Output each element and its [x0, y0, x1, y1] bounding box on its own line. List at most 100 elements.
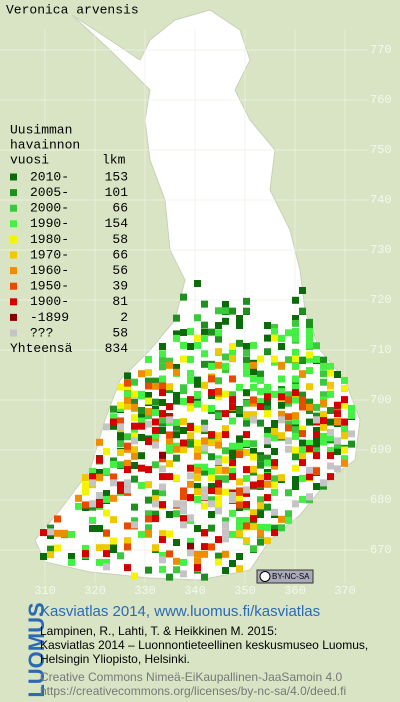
observation-square: [187, 432, 194, 440]
observation-square: [341, 401, 348, 409]
observation-square: [180, 515, 187, 523]
observation-square: [243, 411, 250, 419]
observation-square: [306, 327, 313, 335]
observation-square: [243, 466, 250, 474]
observation-square: [264, 399, 271, 406]
observation-square: [306, 383, 313, 391]
observation-square: [229, 307, 236, 315]
observation-square: [124, 543, 131, 551]
observation-square: [194, 390, 201, 398]
observation-square: [257, 388, 264, 396]
observation-square: [215, 536, 222, 544]
observation-square: [264, 494, 271, 502]
citation-line: Helsingin Yliopisto, Helsinki.: [40, 652, 190, 666]
observation-square: [159, 565, 166, 573]
observation-square: [236, 501, 243, 509]
observation-square: [180, 439, 187, 447]
observation-square: [236, 488, 243, 496]
observation-square: [159, 556, 166, 564]
observation-square: [145, 420, 152, 428]
observation-square: [152, 441, 159, 449]
observation-square: [222, 410, 229, 418]
observation-square: [250, 545, 257, 553]
observation-square: [180, 493, 187, 501]
observation-square: [236, 478, 243, 486]
observation-square: [236, 565, 243, 573]
observation-square: [173, 418, 180, 426]
observation-square: [264, 459, 271, 467]
observation-square: [299, 495, 306, 503]
observation-square: [306, 493, 313, 501]
observation-square: [306, 323, 313, 331]
observation-square: [180, 418, 187, 426]
observation-square: [110, 479, 117, 487]
observation-square: [166, 416, 173, 424]
observation-square: [47, 524, 54, 532]
observation-square: [327, 462, 334, 470]
observation-square: [243, 474, 250, 482]
observation-square: [264, 427, 271, 434]
observation-square: [320, 362, 327, 370]
observation-square: [306, 318, 313, 326]
observation-square: [187, 514, 194, 522]
observation-square: [208, 474, 215, 482]
observation-square: [236, 495, 243, 503]
observation-square: [194, 314, 201, 322]
observation-square: [159, 451, 166, 459]
observation-square: [152, 495, 159, 503]
observation-square: [180, 507, 187, 515]
observation-square: [145, 408, 152, 416]
observation-square: [208, 439, 215, 447]
observation-square: [173, 431, 180, 439]
observation-square: [110, 460, 117, 468]
observation-square: [334, 417, 341, 425]
observation-square: [292, 432, 299, 440]
observation-square: [110, 546, 117, 553]
observation-square: [145, 481, 152, 489]
observation-square: [138, 530, 145, 538]
observation-square: [292, 389, 299, 397]
observation-square: [264, 441, 271, 448]
observation-square: [285, 437, 292, 445]
observation-square: [257, 355, 264, 363]
observation-square: [222, 425, 229, 433]
observation-square: [187, 376, 194, 384]
observation-square: [285, 329, 292, 337]
observation-square: [173, 510, 180, 518]
observation-square: [341, 418, 348, 426]
observation-square: [271, 529, 278, 537]
y-grid-label: 670: [370, 543, 392, 557]
observation-square: [152, 510, 159, 518]
observation-square: [215, 441, 222, 449]
observation-square: [138, 413, 145, 420]
legend-count: 81: [112, 294, 128, 309]
observation-square: [306, 334, 313, 342]
observation-square: [138, 407, 145, 415]
observation-square: [131, 378, 138, 386]
observation-square: [166, 431, 173, 439]
citation-line: Lampinen, R., Lahti, T. & Heikkinen M. 2…: [40, 624, 277, 638]
observation-square: [341, 432, 348, 440]
observation-square: [271, 390, 278, 398]
observation-square: [341, 455, 348, 463]
y-grid-label: 750: [370, 143, 392, 157]
legend-label: 1970-: [30, 247, 69, 262]
legend-label: 1960-: [30, 263, 69, 278]
observation-square: [257, 496, 264, 504]
observation-square: [173, 368, 180, 376]
observation-square: [117, 383, 124, 391]
observation-square: [229, 448, 236, 455]
observation-square: [271, 355, 278, 363]
observation-square: [278, 343, 285, 350]
observation-square: [334, 441, 341, 449]
observation-square: [264, 334, 271, 342]
x-grid-label: 310: [34, 584, 56, 598]
y-grid-label: 770: [370, 43, 392, 57]
observation-square: [264, 348, 271, 356]
observation-square: [208, 511, 215, 518]
observation-square: [194, 466, 201, 474]
observation-square: [264, 454, 271, 462]
observation-square: [173, 330, 180, 338]
observation-square: [229, 348, 236, 356]
observation-square: [278, 474, 285, 482]
